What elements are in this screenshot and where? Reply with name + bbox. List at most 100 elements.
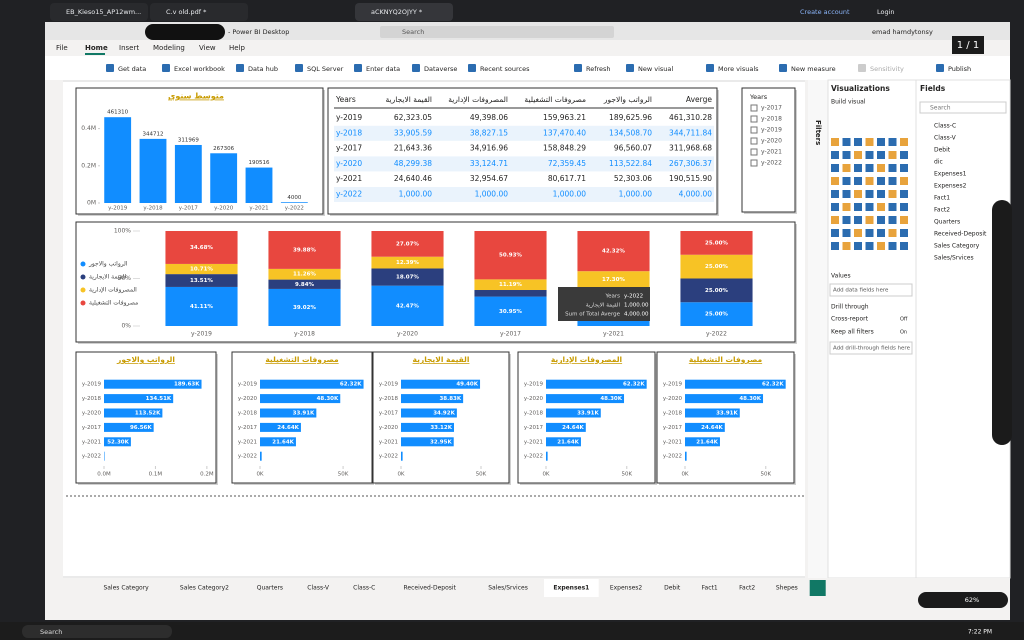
visual-icon[interactable]	[900, 177, 908, 185]
field-table[interactable]: Class-V	[934, 135, 957, 142]
search-placeholder[interactable]: Search	[402, 28, 424, 36]
menu-item[interactable]: File	[56, 44, 68, 52]
fields-search[interactable]	[919, 101, 1007, 114]
visual-icon[interactable]	[854, 164, 862, 172]
visual-icon[interactable]	[831, 151, 839, 159]
visual-icon[interactable]	[842, 138, 851, 146]
visual-icon[interactable]	[842, 216, 851, 224]
toggle[interactable]: On	[900, 330, 907, 336]
visual-icon[interactable]	[842, 203, 851, 211]
visual-icon[interactable]	[865, 138, 874, 146]
page-tab[interactable]: Quarters	[257, 585, 283, 592]
visual-icon[interactable]	[877, 203, 885, 211]
visual-icon[interactable]	[888, 242, 897, 250]
visual-icon[interactable]	[888, 229, 897, 237]
page-tab[interactable]: Shepes	[776, 585, 798, 592]
visual-icon[interactable]	[831, 190, 839, 198]
visual-icon[interactable]	[831, 242, 839, 250]
checkbox[interactable]	[750, 104, 758, 112]
slicer-item[interactable]: y-2020	[761, 138, 782, 145]
visual-icon[interactable]	[877, 164, 885, 172]
ribbon-button[interactable]: Refresh	[586, 65, 611, 73]
visual-icon[interactable]	[888, 216, 897, 224]
visual-icon[interactable]	[877, 151, 885, 159]
visual-icon[interactable]	[865, 203, 874, 211]
checkbox[interactable]	[750, 137, 758, 145]
create-account[interactable]: Create account	[800, 8, 850, 16]
checkbox[interactable]	[750, 126, 758, 134]
visual-icon[interactable]	[877, 138, 885, 146]
page-tab[interactable]: Class-C	[353, 585, 375, 592]
field-table[interactable]: dic	[934, 159, 943, 166]
menu-item[interactable]: Insert	[119, 44, 139, 52]
visual-icon[interactable]	[865, 216, 874, 224]
visual-icon[interactable]	[865, 151, 874, 159]
ribbon-button[interactable]: Sensitivity	[870, 65, 904, 73]
page-tab[interactable]: Sales/Srvices	[488, 585, 528, 592]
visual-icon[interactable]	[865, 164, 874, 172]
visual-icon[interactable]	[900, 203, 908, 211]
visual-icon[interactable]	[854, 242, 862, 250]
page-tab[interactable]: Received-Deposit	[403, 585, 456, 592]
visual-icon[interactable]	[831, 203, 839, 211]
field-table[interactable]: Debit	[934, 147, 951, 154]
visual-icon[interactable]	[900, 164, 908, 172]
visual-icon[interactable]	[854, 203, 862, 211]
taskbar-search[interactable]	[22, 625, 172, 638]
visual-icon[interactable]	[865, 190, 874, 198]
browser-tab-label[interactable]: EB_Kieso15_AP12wm...	[66, 8, 141, 16]
visual-icon[interactable]	[854, 190, 862, 198]
page-tab[interactable]: Expenses2	[610, 585, 643, 592]
ribbon-button[interactable]: New visual	[638, 65, 673, 73]
toggle[interactable]: Off	[900, 317, 908, 323]
ribbon-button[interactable]: Publish	[948, 65, 971, 73]
page-tab[interactable]: Debit	[664, 585, 681, 592]
visual-icon[interactable]	[900, 229, 908, 237]
visual-icon[interactable]	[900, 242, 908, 250]
search-box[interactable]	[380, 26, 614, 38]
ribbon-button[interactable]: Excel workbook	[174, 65, 225, 73]
menu-item[interactable]: Help	[229, 44, 246, 52]
visual-icon[interactable]	[842, 151, 851, 159]
ribbon-button[interactable]: New measure	[791, 65, 836, 73]
visual-icon[interactable]	[865, 177, 874, 185]
field-table[interactable]: Class-C	[934, 123, 956, 130]
ribbon-button[interactable]: Enter data	[366, 65, 400, 73]
ribbon-button[interactable]: Dataverse	[424, 65, 457, 73]
browser-tab[interactable]	[150, 3, 248, 21]
menu-item[interactable]: View	[199, 44, 216, 52]
ribbon-button[interactable]: Recent sources	[480, 65, 530, 73]
browser-tab-label[interactable]: aCKNYQ2OJYY *	[371, 8, 423, 16]
ribbon-button[interactable]: More visuals	[718, 65, 759, 73]
ribbon-button[interactable]: SQL Server	[307, 65, 344, 73]
checkbox[interactable]	[750, 159, 758, 167]
checkbox[interactable]	[750, 148, 758, 156]
slicer-item[interactable]: y-2018	[761, 116, 782, 123]
page-tab[interactable]: Fact1	[702, 585, 718, 592]
field-table[interactable]: Quarters	[934, 219, 960, 226]
visual-icon[interactable]	[842, 177, 851, 185]
visual-icon[interactable]	[842, 242, 851, 250]
visual-icon[interactable]	[842, 164, 851, 172]
browser-tab-label[interactable]: C.v old.pdf *	[166, 8, 207, 16]
page-tab[interactable]: Class-V	[307, 585, 330, 592]
menu-item[interactable]: Home	[85, 44, 108, 52]
field-table[interactable]: Sales Category	[934, 243, 980, 250]
page-tab[interactable]: Sales Category	[103, 585, 149, 592]
ribbon-button[interactable]: Data hub	[248, 65, 278, 73]
slicer-item[interactable]: y-2022	[761, 160, 782, 167]
visual-icon[interactable]	[854, 151, 862, 159]
visual-icon[interactable]	[900, 216, 908, 224]
visual-icon[interactable]	[854, 177, 862, 185]
visual-icon[interactable]	[854, 229, 862, 237]
field-table[interactable]: Fact1	[934, 195, 950, 202]
visual-icon[interactable]	[900, 151, 908, 159]
field-table[interactable]: Expenses2	[934, 183, 967, 190]
visual-icon[interactable]	[831, 138, 839, 146]
visual-icon[interactable]	[888, 151, 897, 159]
browser-tab[interactable]	[355, 3, 453, 21]
menu-item[interactable]: Modeling	[153, 44, 185, 52]
visual-icon[interactable]	[854, 138, 862, 146]
visual-icon[interactable]	[831, 229, 839, 237]
visual-icon[interactable]	[877, 177, 885, 185]
